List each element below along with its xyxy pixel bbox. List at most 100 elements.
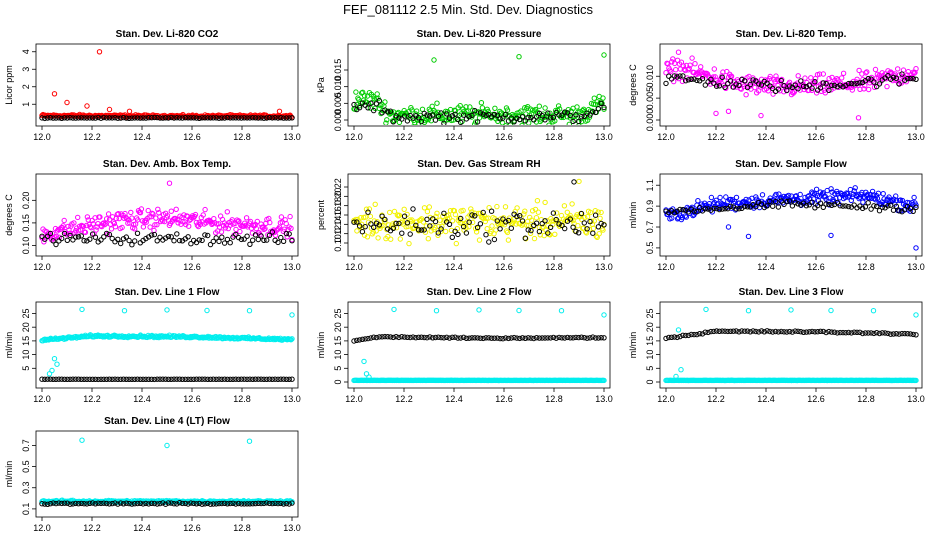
data-point (677, 73, 683, 79)
data-point (781, 329, 787, 335)
y-tick-label: 0.010 (645, 65, 655, 88)
data-point (702, 329, 708, 335)
data-point (250, 376, 256, 382)
data-point (215, 221, 222, 227)
data-point (438, 226, 444, 232)
data-point (893, 75, 899, 81)
data-point (109, 115, 115, 121)
data-point (120, 376, 127, 382)
data-point (252, 115, 259, 121)
data-point (911, 70, 917, 76)
data-point (518, 108, 524, 114)
data-point (193, 376, 200, 382)
data-point (192, 211, 199, 218)
data-point (286, 115, 292, 121)
data-point (483, 215, 489, 222)
data-point (869, 188, 876, 195)
data-point (126, 500, 132, 507)
data-point (857, 329, 863, 335)
data-point (666, 334, 672, 341)
panel-3: Stan. Dev. Li-820 Temp. degrees C 12.0 12.2… (628, 29, 925, 142)
data-point (143, 500, 149, 507)
data-point (822, 90, 828, 96)
data-point (874, 330, 880, 336)
data-point (505, 335, 512, 342)
data-point (207, 376, 214, 382)
x-tick-label: 12.4 (445, 132, 463, 142)
data-point (913, 377, 919, 384)
data-point (205, 376, 211, 382)
data-point (840, 329, 846, 336)
data-point (448, 227, 455, 234)
data-point (848, 80, 855, 87)
data-point (405, 223, 411, 230)
data-point (739, 76, 745, 83)
outlier-point (64, 99, 70, 106)
data-point (47, 115, 54, 121)
data-point (39, 233, 45, 240)
data-point (884, 83, 890, 90)
data-point (765, 88, 771, 94)
data-point (207, 115, 214, 121)
data-point (366, 206, 373, 212)
data-point (89, 231, 96, 237)
data-point (47, 501, 54, 507)
outlier-point (361, 358, 367, 365)
data-point (373, 228, 379, 234)
data-point (129, 242, 135, 248)
x-tick-label: 12.2 (83, 262, 101, 272)
data-point (404, 334, 411, 340)
data-point (123, 500, 130, 506)
data-point (157, 234, 163, 241)
data-point (533, 114, 540, 120)
data-point (84, 214, 91, 220)
data-point (744, 204, 751, 210)
data-point (570, 335, 576, 341)
data-point (552, 231, 558, 238)
data-point (278, 500, 284, 507)
data-point (663, 80, 669, 87)
data-point (668, 76, 675, 82)
data-point (469, 212, 475, 218)
data-point (132, 238, 138, 244)
data-point (230, 234, 236, 240)
data-point (480, 335, 486, 342)
data-point (377, 225, 383, 231)
data-point (716, 206, 723, 213)
data-point (550, 114, 557, 121)
data-point (539, 220, 545, 227)
data-point (258, 233, 264, 239)
x-tick-label: 12.4 (445, 394, 463, 404)
data-point (711, 328, 717, 335)
plot-frame (659, 173, 923, 257)
panel-5: Stan. Dev. Gas Stream RH percent 12.0 12.2 1… (316, 159, 613, 272)
data-point (224, 236, 231, 243)
data-point (860, 199, 866, 205)
x-tick-label: 12.4 (445, 262, 463, 272)
data-point (907, 75, 914, 82)
data-point (449, 218, 456, 224)
data-point (691, 331, 697, 338)
data-point (106, 501, 113, 507)
data-point (474, 119, 481, 125)
y-tick-label: 1 (21, 102, 31, 107)
x-tick-label: 12.6 (183, 523, 201, 533)
data-point (565, 107, 571, 113)
data-point (910, 69, 916, 76)
outlier-point (725, 108, 732, 115)
panel-10: Stan. Dev. Line 4 (LT) Flow ml/min 12.0 12.… (4, 416, 301, 533)
data-point (573, 228, 579, 235)
data-point (837, 329, 843, 336)
data-point (528, 335, 534, 341)
data-point (56, 115, 62, 121)
data-point (831, 82, 838, 89)
data-point (705, 206, 711, 212)
data-point (813, 90, 820, 96)
data-point (513, 221, 519, 227)
data-point (505, 118, 512, 124)
data-point (61, 217, 67, 224)
data-point (171, 501, 177, 507)
data-point (775, 204, 782, 210)
panel-8: Stan. Dev. Line 2 Flow ml/min 12.0 12.2 12.4… (316, 287, 613, 404)
data-point (458, 335, 464, 341)
